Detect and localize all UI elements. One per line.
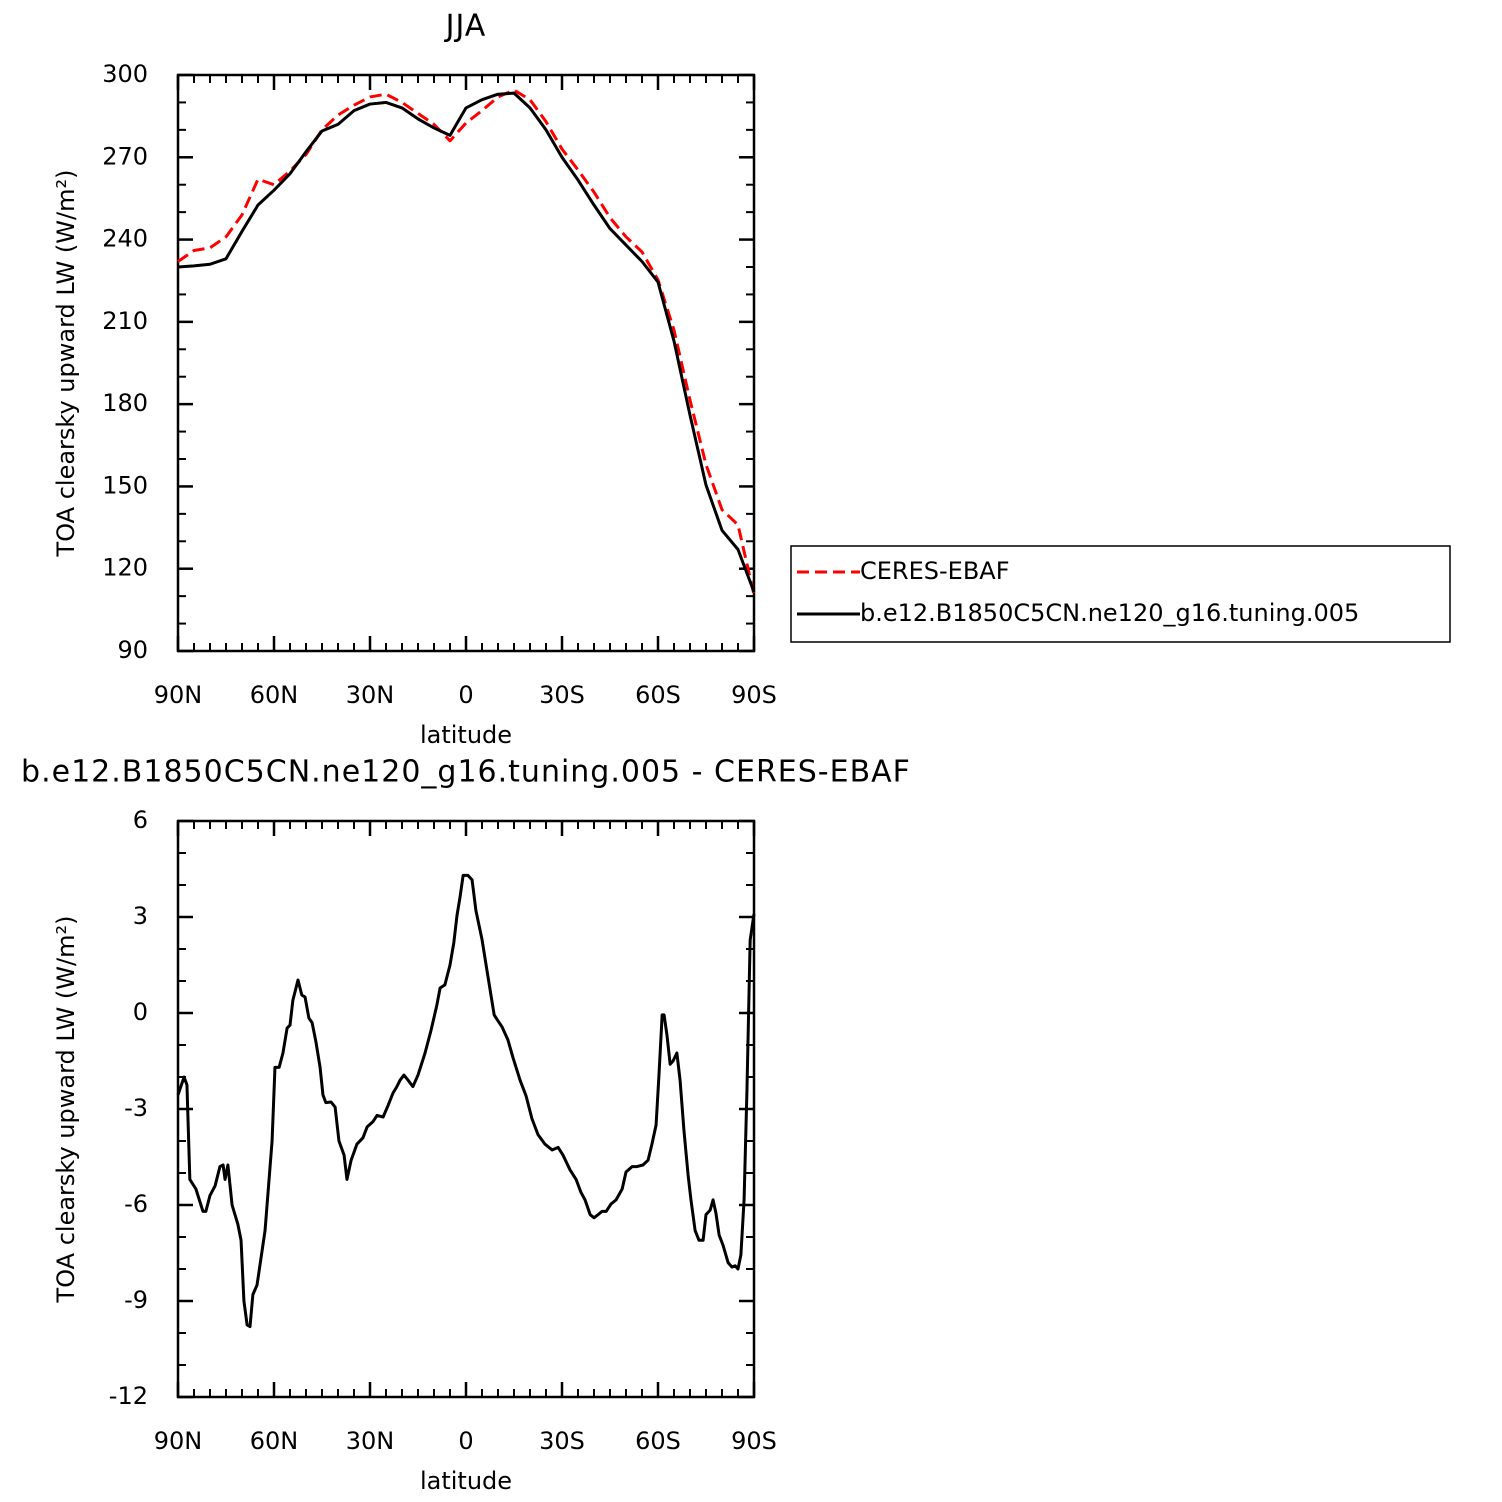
y-tick-label: 270 [102,142,148,170]
y-tick-label: 6 [133,806,148,834]
plot-frame [176,819,756,1399]
y-tick-label: -12 [109,1382,148,1410]
series-line [177,88,756,596]
y-axis-label: TOA clearsky upward LW (W/m²) [52,170,80,558]
y-tick-label: 300 [102,60,148,88]
chart-title: JJA [444,9,487,44]
x-axis-label: latitude [420,721,512,749]
x-tick-label: 30N [346,681,395,709]
x-tick-label: 90N [154,681,203,709]
legend-label: CERES-EBAF [860,557,1010,585]
x-tick-label: 60S [635,681,681,709]
y-tick-label: 210 [102,307,148,335]
y-tick-label: -3 [124,1094,148,1122]
series-line [177,91,756,593]
y-tick-label: -9 [124,1286,148,1314]
plot-frame [176,73,756,653]
y-tick-label: 90 [117,636,148,664]
y-tick-label: -6 [124,1190,148,1218]
y-tick-label: 120 [102,554,148,582]
y-tick-label: 240 [102,225,148,253]
x-tick-label: 30S [539,1427,585,1455]
legend-box [790,545,1451,643]
y-tick-label: 180 [102,389,148,417]
y-tick-label: 0 [133,998,148,1026]
y-axis-label: TOA clearsky upward LW (W/m²) [52,916,80,1304]
x-tick-label: 60S [635,1427,681,1455]
x-tick-label: 90S [731,681,777,709]
x-tick-label: 90S [731,1427,777,1455]
x-tick-label: 60N [250,681,299,709]
x-tick-label: 30S [539,681,585,709]
x-tick-label: 90N [154,1427,203,1455]
x-axis-label: latitude [420,1467,512,1495]
y-tick-label: 3 [133,902,148,930]
y-tick-label: 150 [102,471,148,499]
x-tick-label: 60N [250,1427,299,1455]
legend-label: b.e12.B1850C5CN.ne120_g16.tuning.005 [860,599,1359,627]
x-tick-label: 0 [458,681,473,709]
series-line [176,873,756,1329]
x-tick-label: 0 [458,1427,473,1455]
x-tick-label: 30N [346,1427,395,1455]
chart-title: b.e12.B1850C5CN.ne120_g16.tuning.005 - C… [21,755,911,790]
